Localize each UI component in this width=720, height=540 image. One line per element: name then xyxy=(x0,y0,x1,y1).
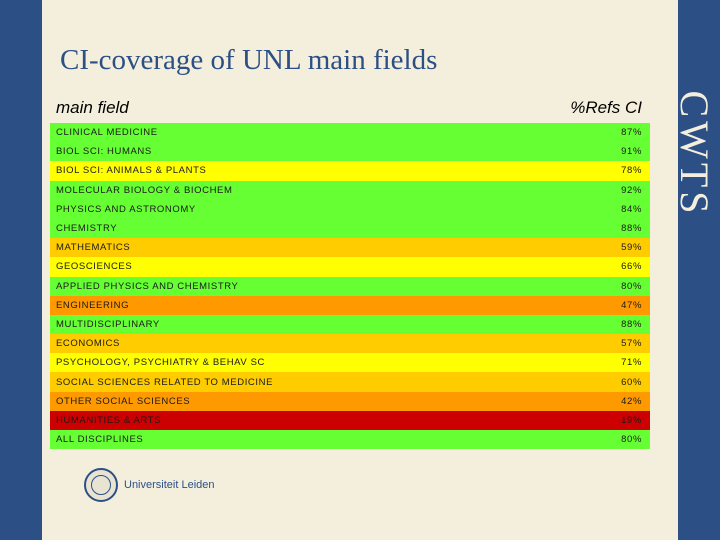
cwts-brand-text: CWTS xyxy=(672,90,716,218)
row-value: 66% xyxy=(621,261,642,273)
table-row: ALL DISCIPLINES 80% xyxy=(50,430,650,450)
university-logo: Universiteit Leiden xyxy=(84,468,215,502)
row-value: 19% xyxy=(621,414,642,426)
row-field: PHYSICS AND ASTRONOMY xyxy=(56,203,196,215)
table-row: GEOSCIENCES 66% xyxy=(50,257,650,277)
row-field: BIOL SCI: ANIMALS & PLANTS xyxy=(56,165,207,177)
right-gap xyxy=(670,0,678,540)
row-value: 87% xyxy=(621,127,642,139)
row-field: HUMANITIES & ARTS xyxy=(56,414,162,426)
row-field: OTHER SOCIAL SCIENCES xyxy=(56,395,191,407)
row-field: SOCIAL SCIENCES RELATED TO MEDICINE xyxy=(56,376,274,388)
row-field: APPLIED PHYSICS AND CHEMISTRY xyxy=(56,280,239,292)
table-row: HUMANITIES & ARTS 19% xyxy=(50,410,650,430)
row-value: 60% xyxy=(621,376,642,388)
right-brand-stripe xyxy=(678,0,720,540)
row-value: 78% xyxy=(621,165,642,177)
row-field: MOLECULAR BIOLOGY & BIOCHEM xyxy=(56,184,233,196)
row-value: 80% xyxy=(621,434,642,446)
table-row: SOCIAL SCIENCES RELATED TO MEDICINE 60% xyxy=(50,372,650,392)
table-row: ENGINEERING 47% xyxy=(50,295,650,315)
table-row: BIOL SCI: ANIMALS & PLANTS 78% xyxy=(50,161,650,181)
row-field: CLINICAL MEDICINE xyxy=(56,127,158,139)
logo-text: Universiteit Leiden xyxy=(124,479,215,491)
row-value: 92% xyxy=(621,184,642,196)
row-field: GEOSCIENCES xyxy=(56,261,133,273)
row-field: ECONOMICS xyxy=(56,338,120,350)
slide-title: CI-coverage of UNL main fields xyxy=(60,44,438,76)
table-row: PSYCHOLOGY, PSYCHIATRY & BEHAV SC 71% xyxy=(50,353,650,373)
row-value: 47% xyxy=(621,299,642,311)
table-row: CLINICAL MEDICINE 87% xyxy=(50,123,650,143)
seal-icon xyxy=(84,468,118,502)
row-field: PSYCHOLOGY, PSYCHIATRY & BEHAV SC xyxy=(56,357,265,369)
left-stripe xyxy=(0,0,42,540)
row-value: 80% xyxy=(621,280,642,292)
row-field: CHEMISTRY xyxy=(56,223,118,235)
header-main-field: main field xyxy=(56,98,129,117)
coverage-table: CLINICAL MEDICINE 87% BIOL SCI: HUMANS 91% B… xyxy=(50,123,650,450)
row-field: ALL DISCIPLINES xyxy=(56,434,144,446)
row-value: 59% xyxy=(621,242,642,254)
row-value: 88% xyxy=(621,318,642,330)
table-row: OTHER SOCIAL SCIENCES 42% xyxy=(50,391,650,411)
row-value: 42% xyxy=(621,395,642,407)
row-field: MULTIDISCIPLINARY xyxy=(56,318,160,330)
cwts-brand: CWTS xyxy=(672,88,716,220)
table-row: CHEMISTRY 88% xyxy=(50,218,650,239)
table-row: MATHEMATICS 59% xyxy=(50,238,650,258)
header-refs-ci: %Refs CI xyxy=(570,98,642,117)
row-field: MATHEMATICS xyxy=(56,242,131,254)
table-row: MULTIDISCIPLINARY 88% xyxy=(50,314,650,335)
table-row: APPLIED PHYSICS AND CHEMISTRY 80% xyxy=(50,276,650,296)
table-row: PHYSICS AND ASTRONOMY 84% xyxy=(50,199,650,219)
table-row: BIOL SCI: HUMANS 91% xyxy=(50,142,650,162)
row-field: BIOL SCI: HUMANS xyxy=(56,146,152,158)
row-field: ENGINEERING xyxy=(56,299,130,311)
table-row: MOLECULAR BIOLOGY & BIOCHEM 92% xyxy=(50,180,650,200)
row-value: 71% xyxy=(621,357,642,369)
table-row: ECONOMICS 57% xyxy=(50,334,650,354)
row-value: 91% xyxy=(621,146,642,158)
row-value: 84% xyxy=(621,203,642,215)
row-value: 88% xyxy=(621,223,642,235)
row-value: 57% xyxy=(621,338,642,350)
